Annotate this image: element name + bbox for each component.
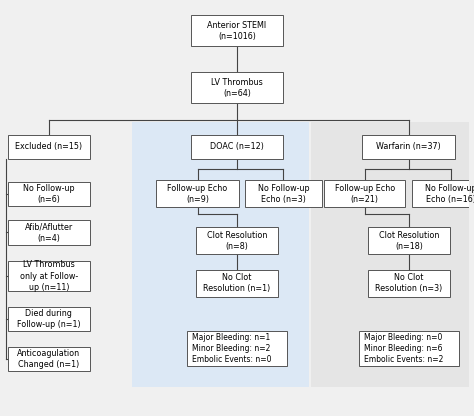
FancyBboxPatch shape <box>191 135 283 159</box>
Text: Anterior STEMI
(n=1016): Anterior STEMI (n=1016) <box>208 21 266 41</box>
FancyBboxPatch shape <box>196 228 278 254</box>
Text: Major Bleeding: n=1
Minor Bleeding: n=2
Embolic Events: n=0: Major Bleeding: n=1 Minor Bleeding: n=2 … <box>191 333 271 364</box>
FancyBboxPatch shape <box>363 135 456 159</box>
FancyBboxPatch shape <box>368 228 449 254</box>
Text: Follow-up Echo
(n=21): Follow-up Echo (n=21) <box>335 184 395 204</box>
FancyBboxPatch shape <box>8 220 90 245</box>
FancyBboxPatch shape <box>324 181 405 207</box>
FancyBboxPatch shape <box>8 347 90 371</box>
FancyBboxPatch shape <box>8 261 90 291</box>
FancyBboxPatch shape <box>311 122 469 387</box>
Text: No Follow-up
Echo (n=3): No Follow-up Echo (n=3) <box>258 184 309 204</box>
FancyBboxPatch shape <box>155 181 239 207</box>
FancyBboxPatch shape <box>191 72 283 103</box>
Text: Warfarin (n=37): Warfarin (n=37) <box>376 142 441 151</box>
FancyBboxPatch shape <box>368 270 449 297</box>
Text: DOAC (n=12): DOAC (n=12) <box>210 142 264 151</box>
FancyBboxPatch shape <box>196 270 278 297</box>
FancyBboxPatch shape <box>8 181 90 206</box>
Text: Died during
Follow-up (n=1): Died during Follow-up (n=1) <box>17 309 81 329</box>
FancyBboxPatch shape <box>245 181 322 207</box>
Text: Major Bleeding: n=0
Minor Bleeding: n=6
Embolic Events: n=2: Major Bleeding: n=0 Minor Bleeding: n=6 … <box>364 333 443 364</box>
FancyBboxPatch shape <box>187 331 287 366</box>
Text: Follow-up Echo
(n=9): Follow-up Echo (n=9) <box>167 184 228 204</box>
Text: No Follow-up
(n=6): No Follow-up (n=6) <box>23 184 75 204</box>
Text: No Clot
Resolution (n=1): No Clot Resolution (n=1) <box>203 273 271 293</box>
Text: No Follow-up
Echo (n=16): No Follow-up Echo (n=16) <box>425 184 474 204</box>
FancyBboxPatch shape <box>132 122 309 387</box>
FancyBboxPatch shape <box>8 135 90 159</box>
FancyBboxPatch shape <box>412 181 474 207</box>
Text: LV Thrombus
only at Follow-
up (n=11): LV Thrombus only at Follow- up (n=11) <box>20 260 78 292</box>
Text: Afib/Aflutter
(n=4): Afib/Aflutter (n=4) <box>25 223 73 243</box>
FancyBboxPatch shape <box>8 307 90 331</box>
Text: Anticoagulation
Changed (n=1): Anticoagulation Changed (n=1) <box>18 349 81 369</box>
Text: No Clot
Resolution (n=3): No Clot Resolution (n=3) <box>375 273 443 293</box>
Text: Clot Resolution
(n=18): Clot Resolution (n=18) <box>379 230 439 251</box>
FancyBboxPatch shape <box>359 331 459 366</box>
Text: Excluded (n=15): Excluded (n=15) <box>15 142 82 151</box>
FancyBboxPatch shape <box>191 15 283 46</box>
Text: LV Thrombus
(n=64): LV Thrombus (n=64) <box>211 78 263 98</box>
Text: Clot Resolution
(n=8): Clot Resolution (n=8) <box>207 230 267 251</box>
